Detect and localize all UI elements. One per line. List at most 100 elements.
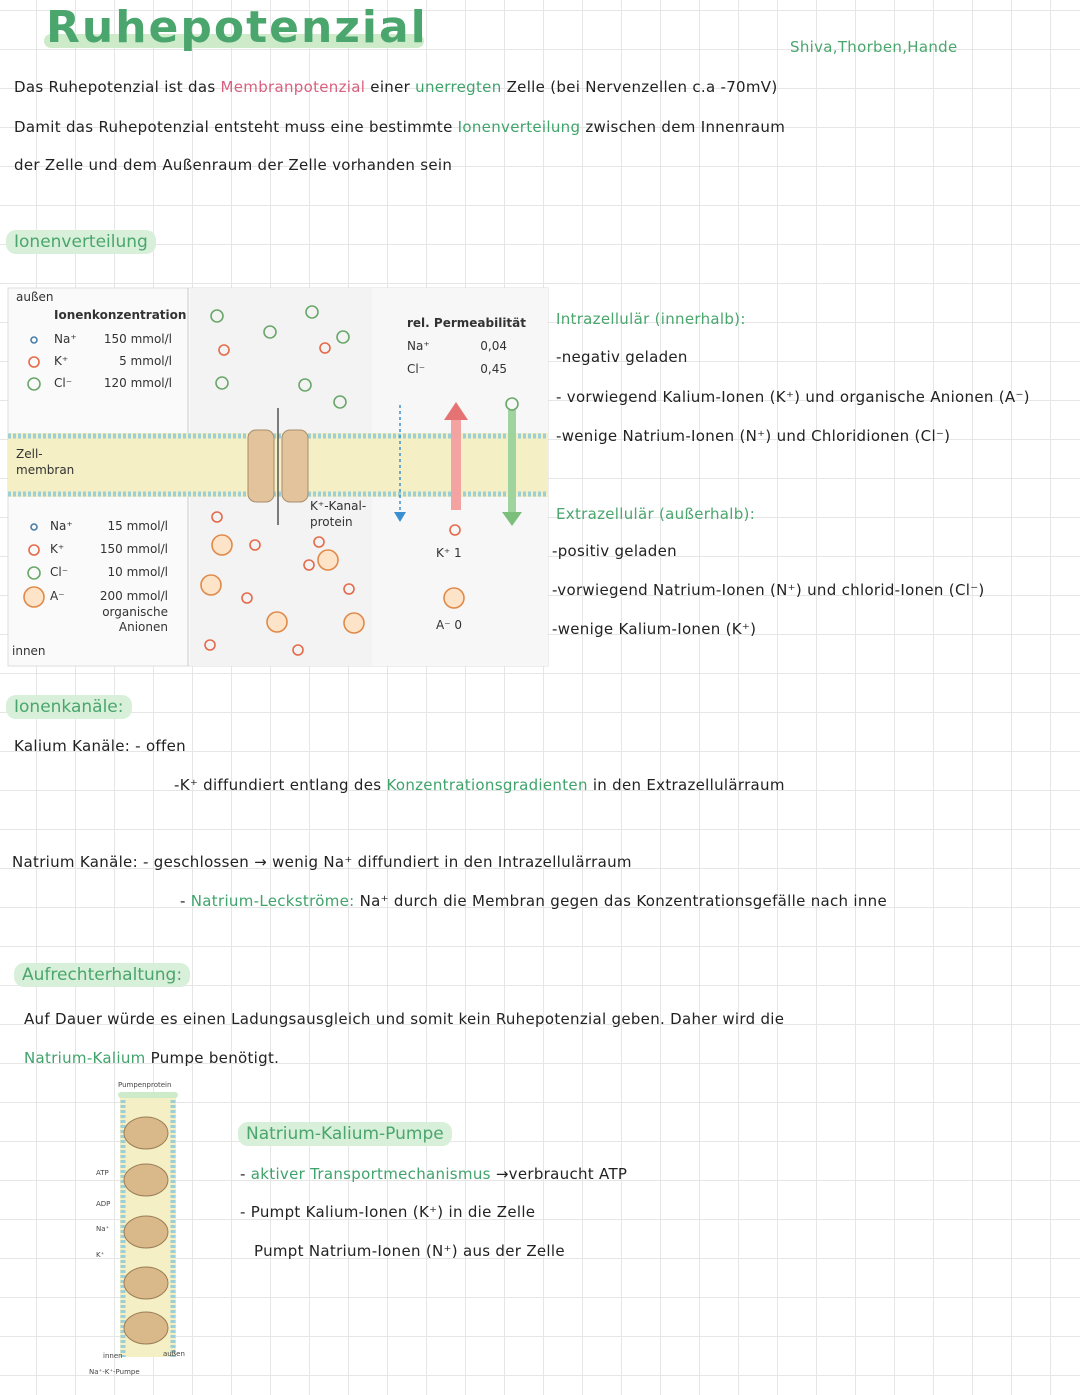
pump-label: ATP: [96, 1169, 109, 1177]
ion-note: organische: [102, 605, 168, 619]
text-segment: aktiver Transportmechanismus: [250, 1165, 491, 1183]
section-heading: Natrium-Kalium-Pumpe: [238, 1122, 452, 1146]
text-segment: →verbraucht ATP: [490, 1165, 628, 1183]
pump-label: Pumpenprotein: [118, 1081, 172, 1089]
text-segment: Natrium-Leckströme:: [190, 892, 355, 910]
text-segment: Zelle (bei Nervenzellen c.a -70mV): [501, 78, 778, 96]
pump-label: ADP: [96, 1200, 111, 1208]
ion-name: A⁻: [50, 589, 65, 603]
ion-name: Cl⁻: [54, 376, 73, 390]
pump-caption: Na⁺-K⁺-Pumpe: [89, 1368, 140, 1376]
text-segment: -: [180, 892, 191, 910]
note-line: -negativ geladen: [556, 348, 688, 366]
title-highlight: [44, 34, 424, 48]
text-segment: in den Extrazellulärraum: [587, 776, 785, 794]
note-line: - vorwiegend Kalium-Ionen (K⁺) und organ…: [556, 388, 1030, 406]
pump-label: Na⁺: [96, 1225, 110, 1233]
text-segment: Pumpt Natrium-Ionen (N⁺) aus der Zelle: [254, 1242, 565, 1260]
text-line: - Natrium-Leckströme: Na⁺ durch die Memb…: [180, 892, 887, 910]
sub-heading: Intrazellulär (innerhalb):: [556, 310, 746, 328]
perm-a: A⁻ 0: [436, 618, 462, 632]
text-line: Natrium-Kalium Pumpe benötigt.: [24, 1049, 279, 1067]
text-segment: Natrium Kanäle: - geschlossen → wenig Na…: [12, 853, 632, 871]
title: Ruhepotenzial: [46, 2, 428, 53]
text-segment: Na⁺ durch die Membran gegen das Konzentr…: [354, 892, 888, 910]
ion-name: K⁺: [54, 354, 69, 368]
protein-highlight: [118, 1092, 178, 1098]
perm-k: K⁺ 1: [436, 546, 462, 560]
ion-conc: 5 mmol/l: [119, 354, 172, 368]
perm-value: 0,45: [480, 362, 507, 376]
fig-label: außen: [16, 290, 54, 304]
ion-conc: 150 mmol/l: [103, 332, 172, 346]
text-segment: Damit das Ruhepotenzial entsteht muss ei…: [14, 118, 458, 136]
text-segment: Konzentrationsgradienten: [386, 776, 588, 794]
ion-name: K⁺: [50, 542, 65, 556]
text-segment: der Zelle und dem Außenraum der Zelle vo…: [14, 156, 453, 174]
arrow-head: [502, 512, 522, 526]
pumps: [123, 1116, 169, 1345]
text-line: Pumpt Natrium-Ionen (N⁺) aus der Zelle: [254, 1242, 565, 1260]
text-line: Natrium Kanäle: - geschlossen → wenig Na…: [12, 853, 632, 871]
fig-label: K⁺-Kanal-: [310, 499, 367, 513]
note-line: -positiv geladen: [552, 542, 677, 560]
ion-name: Na⁺: [54, 332, 77, 346]
ion-conc: 150 mmol/l: [99, 542, 168, 556]
fig-heading: rel. Permeabilität: [407, 316, 526, 330]
fig-heading: Ionenkonzentration: [54, 308, 187, 322]
fig-label: Zell-: [16, 447, 43, 461]
text-segment: Ionenverteilung: [457, 118, 581, 136]
section-heading: Ionenkanäle:: [6, 695, 132, 719]
text-line: der Zelle und dem Außenraum der Zelle vo…: [14, 156, 452, 174]
fig-label: membran: [16, 463, 75, 477]
note-line: -wenige Natrium-Ionen (N⁺) und Chloridio…: [556, 427, 951, 445]
channel: [247, 429, 275, 503]
ion-name: Cl⁻: [50, 565, 69, 579]
section-heading: Ionenverteilung: [6, 230, 156, 254]
text-segment: Natrium-Kalium: [24, 1049, 146, 1067]
text-line: -K⁺ diffundiert entlang des Konzentratio…: [174, 776, 785, 794]
ion-name: Na⁺: [50, 519, 73, 533]
text-segment: Membranpotenzial: [220, 78, 366, 96]
note-line: -wenige Kalium-Ionen (K⁺): [552, 620, 757, 638]
text-line: Auf Dauer würde es einen Ladungsausgleic…: [24, 1010, 784, 1028]
text-line: - Pumpt Kalium-Ionen (K⁺) in die Zelle: [240, 1203, 535, 1221]
text-segment: zwischen dem Innenraum: [580, 118, 786, 136]
channel: [281, 429, 309, 503]
perm-value: 0,04: [480, 339, 507, 353]
text-segment: unerregten: [415, 78, 502, 96]
text-segment: Pumpe benötigt.: [145, 1049, 280, 1067]
text-segment: Auf Dauer würde es einen Ladungsausgleic…: [24, 1010, 785, 1028]
perm-ion: Cl⁻: [407, 362, 426, 376]
arrow-head: [394, 512, 406, 522]
pump-label: außen: [163, 1350, 185, 1358]
pump-label: K⁺: [96, 1251, 105, 1259]
sub-heading: Extrazellulär (außerhalb):: [556, 505, 756, 523]
arrow: [451, 418, 461, 510]
perm-ion: Na⁺: [407, 339, 430, 353]
arrow-head: [444, 402, 468, 420]
text-segment: einer: [365, 78, 416, 96]
ion-conc: 120 mmol/l: [103, 376, 172, 390]
ions: [23, 305, 519, 656]
text-segment: Das Ruhepotenzial ist das: [14, 78, 221, 96]
text-segment: -: [240, 1165, 251, 1183]
note-line: -vorwiegend Natrium-Ionen (N⁺) und chlor…: [552, 581, 985, 599]
arrow: [508, 410, 516, 518]
text-line: - aktiver Transportmechanismus →verbrauc…: [240, 1165, 627, 1183]
text-line: Kalium Kanäle: - offen: [14, 737, 186, 755]
text-line: Damit das Ruhepotenzial entsteht muss ei…: [14, 118, 785, 136]
section-heading: Aufrechterhaltung:: [14, 963, 191, 987]
text-segment: - Pumpt Kalium-Ionen (K⁺) in die Zelle: [240, 1203, 536, 1221]
ion-conc: 15 mmol/l: [107, 519, 168, 533]
fig-label: innen: [12, 644, 46, 658]
ion-note: Anionen: [118, 620, 168, 634]
text-segment: -K⁺ diffundiert entlang des: [174, 776, 387, 794]
text-segment: Kalium Kanäle: - offen: [14, 737, 186, 755]
fig-label: protein: [310, 515, 353, 529]
ion-conc: 10 mmol/l: [107, 565, 168, 579]
ion-conc: 200 mmol/l: [99, 589, 168, 603]
text-line: Das Ruhepotenzial ist das Membranpotenzi…: [14, 78, 778, 96]
